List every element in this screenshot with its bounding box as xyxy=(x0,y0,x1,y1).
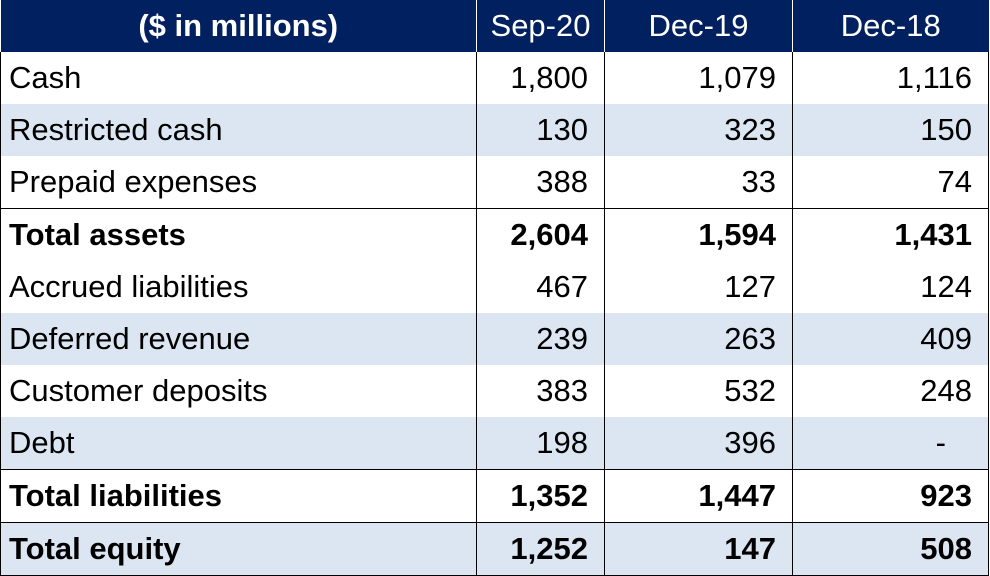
table-header: ($ in millions) Sep-20 Dec-19 Dec-18 xyxy=(0,0,989,52)
table-row: Cash 1,800 1,079 1,116 xyxy=(0,52,989,104)
cell-dec-19: 263 xyxy=(604,313,793,365)
cell-dec-19: 323 xyxy=(604,104,793,156)
table-row: Deferred revenue 239 263 409 xyxy=(0,313,989,365)
row-label: Deferred revenue xyxy=(0,313,477,365)
row-label: Total liabilities xyxy=(0,469,477,523)
header-sep-20: Sep-20 xyxy=(476,0,605,52)
cell-dec-19: 532 xyxy=(604,365,793,417)
cell-dec-19: 1,594 xyxy=(604,208,793,261)
cell-dec-19: 1,079 xyxy=(604,52,793,104)
cell-dec-18: 74 xyxy=(792,156,989,209)
cell-dec-18: 1,116 xyxy=(792,52,989,104)
table-row: Total equity 1,252 147 508 xyxy=(0,522,989,576)
header-dec-18: Dec-18 xyxy=(792,0,989,52)
table-row: Accrued liabilities 467 127 124 xyxy=(0,261,989,313)
cell-dec-18: 150 xyxy=(792,104,989,156)
table-body: Cash 1,800 1,079 1,116 Restricted cash 130 323… xyxy=(0,52,989,576)
cell-dec-18: 1,431 xyxy=(792,208,989,261)
cell-sep-20: 239 xyxy=(476,313,605,365)
row-label: Total assets xyxy=(0,208,477,261)
cell-dec-19: 1,447 xyxy=(604,469,793,523)
cell-dec-18: 508 xyxy=(792,522,989,576)
cell-sep-20: 383 xyxy=(476,365,605,417)
cell-sep-20: 467 xyxy=(476,261,605,313)
row-label: Prepaid expenses xyxy=(0,156,477,209)
row-label: Cash xyxy=(0,52,477,104)
table-row: Prepaid expenses 388 33 74 xyxy=(0,156,989,209)
cell-sep-20: 388 xyxy=(476,156,605,209)
row-label: Debt xyxy=(0,417,477,470)
cell-sep-20: 198 xyxy=(476,417,605,470)
cell-dec-19: 33 xyxy=(604,156,793,209)
cell-dec-19: 127 xyxy=(604,261,793,313)
table-row: Restricted cash 130 323 150 xyxy=(0,104,989,156)
cell-sep-20: 1,800 xyxy=(476,52,605,104)
cell-sep-20: 130 xyxy=(476,104,605,156)
table-row: Debt 198 396- xyxy=(0,417,989,470)
row-label: Customer deposits xyxy=(0,365,477,417)
header-dec-19: Dec-19 xyxy=(604,0,793,52)
header-units-label: ($ in millions) xyxy=(0,0,477,52)
cell-dec-18: 409 xyxy=(792,313,989,365)
row-label: Accrued liabilities xyxy=(0,261,477,313)
table-row: Total liabilities 1,352 1,447 923 xyxy=(0,469,989,523)
cell-dec-19: 147 xyxy=(604,522,793,576)
cell-dec-19: 396 xyxy=(604,417,793,470)
row-label: Total equity xyxy=(0,522,477,576)
row-label: Restricted cash xyxy=(0,104,477,156)
cell-dec-18: - xyxy=(792,417,989,470)
cell-dec-18: 124 xyxy=(792,261,989,313)
cell-dec-18: 248 xyxy=(792,365,989,417)
table-row: Total assets 2,604 1,594 1,431 xyxy=(0,208,989,261)
cell-sep-20: 2,604 xyxy=(476,208,605,261)
table-row: Customer deposits 383 532 248 xyxy=(0,365,989,417)
cell-dec-18: 923 xyxy=(792,469,989,523)
header-row: ($ in millions) Sep-20 Dec-19 Dec-18 xyxy=(0,0,989,52)
cell-sep-20: 1,252 xyxy=(476,522,605,576)
cell-sep-20: 1,352 xyxy=(476,469,605,523)
